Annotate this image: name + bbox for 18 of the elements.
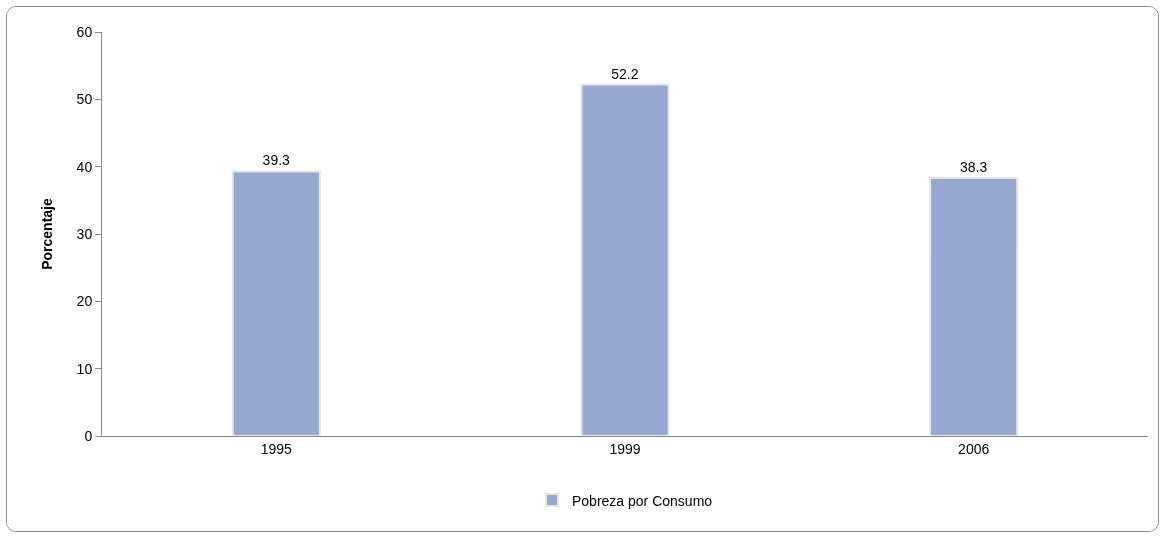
- bar: [580, 83, 670, 436]
- y-axis-title: Porcentaje: [39, 198, 56, 270]
- y-tick-label: 50: [76, 91, 93, 108]
- bar: [929, 177, 1019, 436]
- data-label: 52.2: [611, 65, 639, 82]
- x-tick-label: 2006: [958, 440, 990, 457]
- y-tick-label: 10: [76, 360, 93, 377]
- x-tick-label: 1999: [609, 440, 641, 457]
- bar: [231, 170, 321, 436]
- y-tick-label: 20: [76, 293, 93, 310]
- data-label: 38.3: [959, 159, 988, 176]
- y-tick-label: 0: [84, 427, 93, 444]
- x-tick-label: 1995: [260, 440, 293, 457]
- data-label: 39.3: [262, 152, 291, 169]
- y-tick-label: 30: [76, 225, 93, 242]
- y-tick-label: 40: [76, 158, 93, 175]
- y-tick-label: 60: [76, 23, 93, 40]
- legend-label: Pobreza por Consumo: [572, 492, 713, 509]
